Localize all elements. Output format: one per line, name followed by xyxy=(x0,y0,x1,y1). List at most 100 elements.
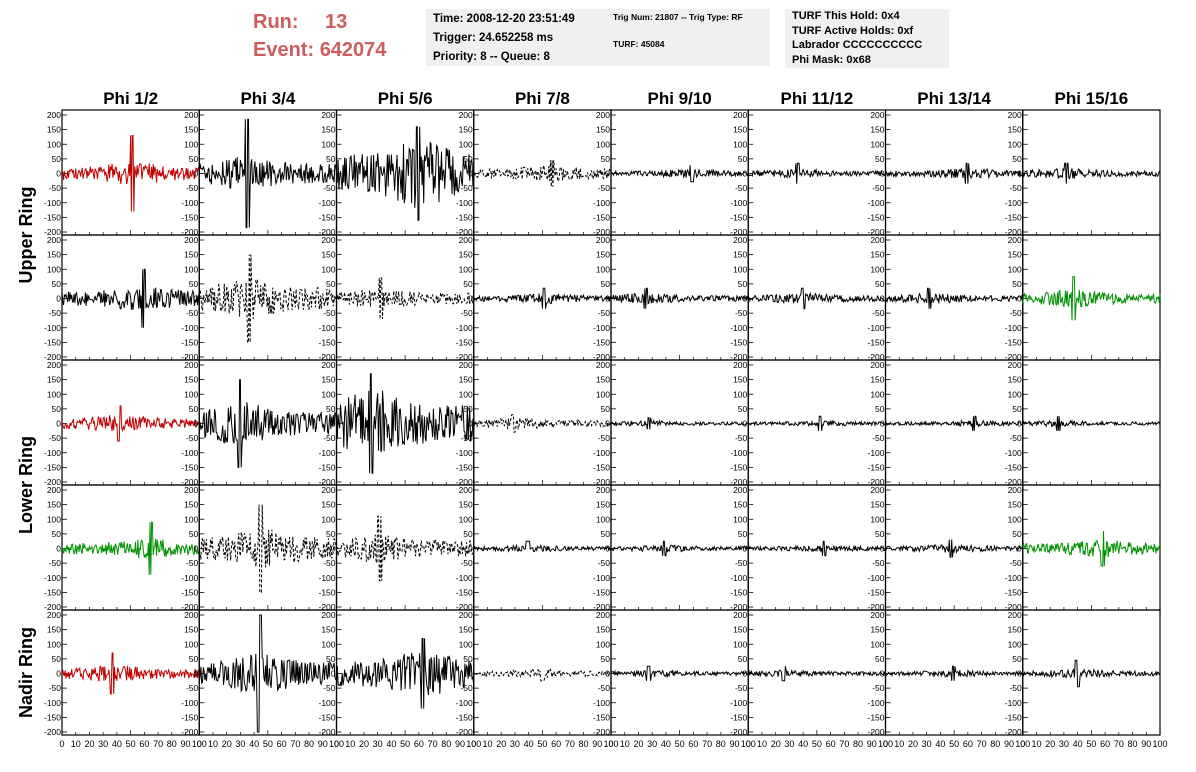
column-title: Phi 13/14 xyxy=(917,89,991,108)
y-tick-label: -50 xyxy=(1009,433,1022,443)
y-tick-label: 150 xyxy=(47,250,61,260)
x-tick-label: 10 xyxy=(71,739,81,749)
y-tick-label: -100 xyxy=(593,698,610,708)
y-tick-label: 200 xyxy=(47,360,61,370)
y-tick-label: -150 xyxy=(181,337,198,347)
waveform-trace xyxy=(473,287,612,309)
y-tick-label: -100 xyxy=(44,323,61,333)
y-tick-label: 50 xyxy=(52,404,62,414)
y-tick-label: -100 xyxy=(1005,698,1022,708)
y-tick-label: 200 xyxy=(321,235,335,245)
y-tick-label: -50 xyxy=(323,558,336,568)
y-tick-label: -100 xyxy=(456,698,473,708)
y-tick-label: 200 xyxy=(47,485,61,495)
y-tick-label: 100 xyxy=(870,264,884,274)
y-tick-label: 50 xyxy=(52,279,62,289)
waveform-trace xyxy=(61,652,200,695)
y-tick-label: -50 xyxy=(598,433,611,443)
y-tick-label: 0 xyxy=(880,169,885,179)
y-tick-label: 100 xyxy=(870,639,884,649)
y-tick-label: 200 xyxy=(47,610,61,620)
y-tick-label: 200 xyxy=(870,610,884,620)
y-tick-label: 150 xyxy=(47,125,61,135)
y-tick-label: 100 xyxy=(47,139,61,149)
y-tick-label: 50 xyxy=(326,529,336,539)
y-tick-label: -150 xyxy=(181,712,198,722)
y-tick-label: 50 xyxy=(601,404,611,414)
x-tick-label: 40 xyxy=(798,739,808,749)
y-tick-label: -200 xyxy=(181,227,198,237)
y-tick-label: -200 xyxy=(44,227,61,237)
y-tick-label: 0 xyxy=(743,544,748,554)
y-tick-label: 150 xyxy=(733,250,747,260)
y-tick-label: 200 xyxy=(870,110,884,120)
y-tick-label: 100 xyxy=(596,514,610,524)
y-tick-label: 0 xyxy=(56,419,61,429)
y-tick-label: 0 xyxy=(56,294,61,304)
x-tick-label: 10 xyxy=(894,739,904,749)
y-tick-label: -150 xyxy=(318,587,335,597)
y-tick-label: -50 xyxy=(186,183,199,193)
y-tick-label: -200 xyxy=(1005,352,1022,362)
y-tick-label: 150 xyxy=(733,375,747,385)
y-tick-label: 0 xyxy=(194,544,199,554)
y-tick-label: 150 xyxy=(47,625,61,635)
y-tick-label: 0 xyxy=(1017,419,1022,429)
y-tick-label: -50 xyxy=(323,183,336,193)
ring-label: Lower Ring xyxy=(16,436,36,534)
trig-info-box: Trig Num: 21807 -- Trig Type: RF TURF: 4… xyxy=(605,9,770,66)
trig-line: Trig Num: 21807 -- Trig Type: RF xyxy=(613,12,743,22)
y-tick-label: 0 xyxy=(331,294,336,304)
y-tick-label: -100 xyxy=(318,698,335,708)
y-tick-label: 200 xyxy=(596,360,610,370)
y-tick-label: 50 xyxy=(1012,654,1022,664)
y-tick-label: -100 xyxy=(867,448,884,458)
x-tick-label: 80 xyxy=(1128,739,1138,749)
waveform-trace xyxy=(336,126,475,221)
x-tick-label: 80 xyxy=(990,739,1000,749)
x-tick-label: 20 xyxy=(633,739,643,749)
x-tick-label: 60 xyxy=(963,739,973,749)
y-tick-label: 150 xyxy=(184,125,198,135)
y-tick-label: 150 xyxy=(459,500,473,510)
y-tick-label: 200 xyxy=(733,235,747,245)
x-tick-label: 60 xyxy=(826,739,836,749)
x-tick-label: 0 xyxy=(746,739,751,749)
x-tick-label: 70 xyxy=(290,739,300,749)
y-tick-label: -150 xyxy=(181,212,198,222)
column-title: Phi 3/4 xyxy=(240,89,295,108)
y-tick-label: 0 xyxy=(468,544,473,554)
y-tick-label: -100 xyxy=(318,323,335,333)
y-tick-label: 0 xyxy=(331,544,336,554)
y-tick-label: -150 xyxy=(456,712,473,722)
run-event-header: Run: 13 Event: 642074 xyxy=(253,8,386,64)
y-tick-label: -50 xyxy=(460,683,473,693)
y-tick-label: 150 xyxy=(870,625,884,635)
y-tick-label: -150 xyxy=(44,587,61,597)
x-tick-label: 90 xyxy=(1004,739,1014,749)
y-tick-label: -100 xyxy=(1005,323,1022,333)
x-tick-label: 70 xyxy=(1114,739,1124,749)
y-tick-label: -150 xyxy=(1005,212,1022,222)
y-tick-label: 200 xyxy=(596,610,610,620)
y-tick-label: 150 xyxy=(1008,625,1022,635)
y-tick-label: -200 xyxy=(181,602,198,612)
column-title: Phi 1/2 xyxy=(103,89,158,108)
y-tick-label: 0 xyxy=(194,669,199,679)
priority-line: Priority: 8 -- Queue: 8 xyxy=(433,51,550,63)
y-tick-label: -100 xyxy=(867,573,884,583)
y-tick-label: 50 xyxy=(738,154,748,164)
x-tick-label: 50 xyxy=(126,739,136,749)
y-tick-label: -100 xyxy=(1005,573,1022,583)
y-tick-label: -100 xyxy=(456,198,473,208)
waveform-trace xyxy=(198,118,337,229)
waveform-trace xyxy=(747,162,886,184)
y-tick-label: -100 xyxy=(318,198,335,208)
waveform-trace xyxy=(473,414,612,433)
y-tick-label: 200 xyxy=(733,610,747,620)
x-tick-label: 90 xyxy=(318,739,328,749)
y-tick-label: 50 xyxy=(875,154,885,164)
y-tick-label: 50 xyxy=(738,529,748,539)
waveform-trace xyxy=(610,665,749,681)
y-tick-label: -200 xyxy=(456,727,473,737)
